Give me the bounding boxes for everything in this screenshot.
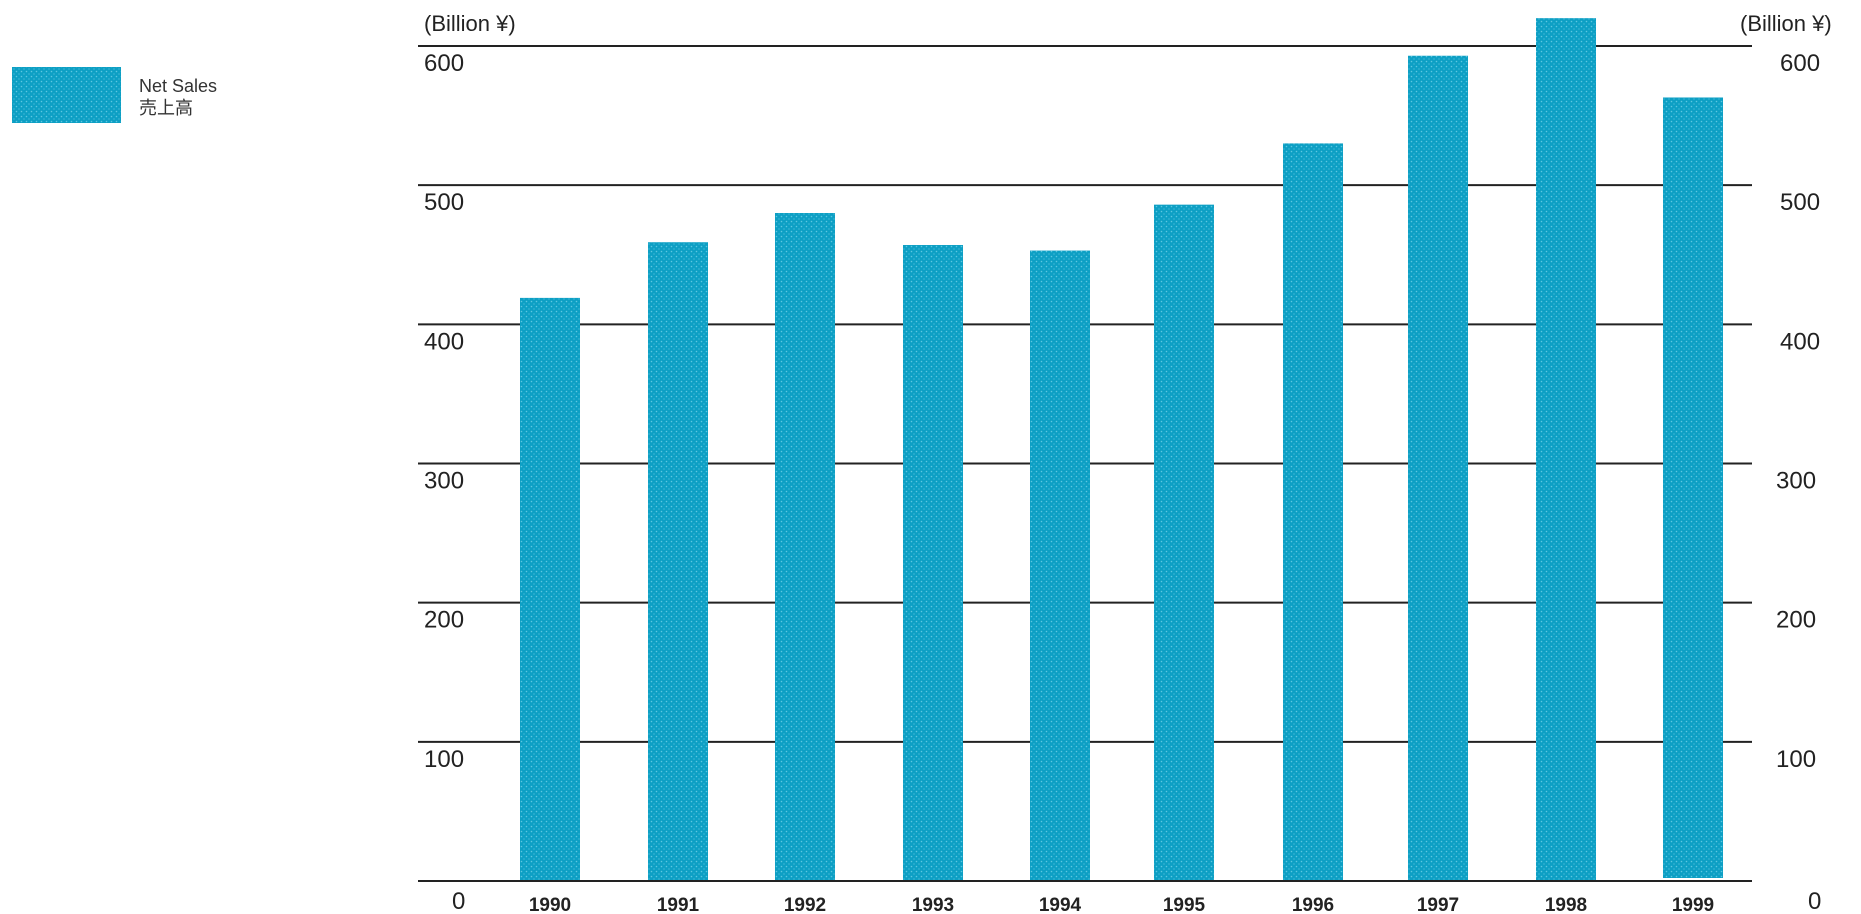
bar-1997 <box>1408 55 1468 881</box>
y-tick-left-500: 500 <box>424 189 464 216</box>
y-tick-right-0: 0 <box>1808 888 1821 914</box>
y-axis-unit-left: (Billion ¥) <box>424 11 516 36</box>
bar-1999 <box>1663 97 1723 878</box>
x-tick-1990: 1990 <box>529 895 571 914</box>
bar-1991 <box>648 242 708 881</box>
legend-label-net-sales: Net Sales <box>139 76 217 96</box>
bar-1993 <box>903 245 963 881</box>
bar-1995 <box>1154 204 1214 880</box>
y-tick-left-600: 600 <box>424 50 464 77</box>
y-tick-right-300: 300 <box>1776 468 1816 495</box>
y-tick-right-600: 600 <box>1780 50 1820 77</box>
bar-1990 <box>520 297 580 880</box>
y-tick-right-400: 400 <box>1780 328 1820 355</box>
y-tick-left-300: 300 <box>424 468 464 495</box>
x-tick-1994: 1994 <box>1039 895 1082 914</box>
axis-labels: (Billion ¥) (Billion ¥) 0 0 100 100 200 200 30… <box>424 11 1832 914</box>
x-tick-1996: 1996 <box>1292 895 1334 914</box>
bar-1998 <box>1536 18 1596 880</box>
x-tick-1999: 1999 <box>1672 895 1714 914</box>
bar-1994 <box>1030 250 1090 880</box>
y-tick-left-400: 400 <box>424 328 464 355</box>
y-tick-left-0: 0 <box>452 888 465 914</box>
x-tick-1998: 1998 <box>1545 895 1587 914</box>
bar-1996 <box>1283 143 1343 880</box>
y-axis-unit-right: (Billion ¥) <box>1740 11 1832 36</box>
y-tick-right-100: 100 <box>1776 746 1816 773</box>
bars <box>520 18 1723 881</box>
y-tick-right-500: 500 <box>1780 189 1820 216</box>
legend-swatch-net-sales <box>12 67 121 123</box>
x-tick-1993: 1993 <box>912 895 954 914</box>
y-tick-right-200: 200 <box>1776 607 1816 634</box>
y-tick-left-200: 200 <box>424 607 464 634</box>
x-tick-1995: 1995 <box>1163 895 1206 914</box>
legend-label-net-sales-jp: 売上高 <box>139 98 193 118</box>
legend: Net Sales 売上高 <box>12 67 217 123</box>
x-tick-1997: 1997 <box>1417 895 1459 914</box>
bar-1992 <box>775 213 835 880</box>
x-tick-1991: 1991 <box>657 895 700 914</box>
y-tick-left-100: 100 <box>424 746 464 773</box>
x-tick-1992: 1992 <box>784 895 826 914</box>
